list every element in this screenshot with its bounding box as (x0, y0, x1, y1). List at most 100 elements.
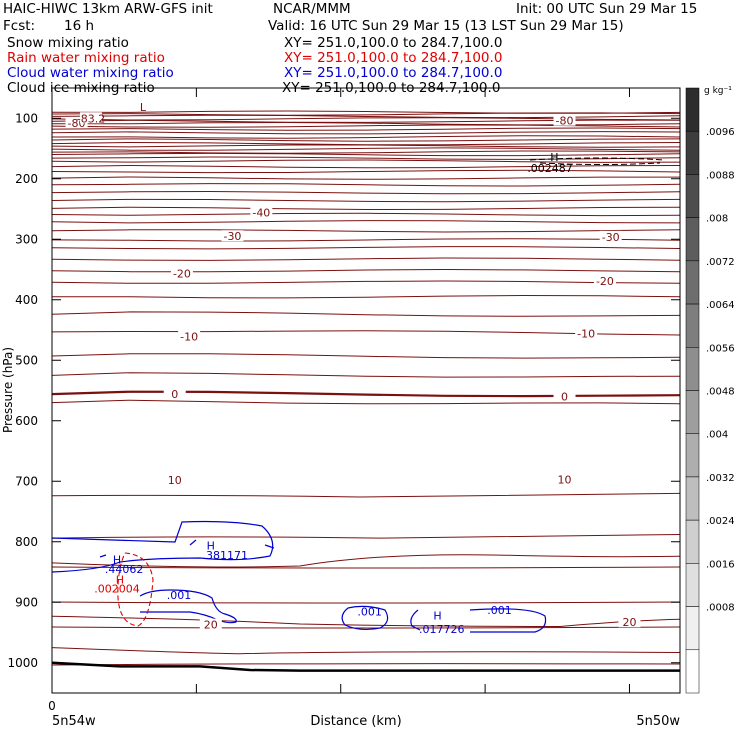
colorbar: .0096 .0088 .008 .0072 .0064 .0056 .0048 .004 .0… (685, 87, 735, 694)
isotherm (51, 212, 681, 217)
isotherm (51, 229, 681, 233)
isotherm (51, 311, 681, 317)
isotherm (51, 156, 681, 160)
contour-label-bg (178, 330, 201, 342)
isotherm (51, 131, 681, 135)
isotherm (51, 127, 681, 131)
colorbar-label: .0016 (706, 559, 735, 570)
contour-label-bg (163, 474, 186, 486)
temperature-contour-label: -30 (223, 230, 241, 243)
isotherm (51, 280, 681, 284)
valid-time: Valid: 16 UTC Sun 29 Mar 15 (13 LST Sun … (268, 18, 624, 34)
field-name-rain: Rain water mixing ratio (7, 50, 165, 66)
extremum-label: .001 (487, 604, 512, 617)
y-tick-label: 1000 (7, 656, 38, 670)
y-tick-label: 400 (15, 293, 38, 307)
colorbar-swatch (685, 649, 700, 694)
ground-line (51, 661, 680, 672)
isotherm (51, 257, 681, 261)
colorbar-swatch (685, 606, 700, 651)
colorbar-label: .0032 (706, 473, 735, 484)
contour-label-bg (199, 618, 222, 630)
cloud-water-contour (51, 520, 274, 573)
cloud-water-contour (189, 539, 197, 546)
colorbar-label: .0072 (706, 257, 735, 268)
isotherm (51, 164, 681, 169)
temperature-contour-label: -10 (577, 328, 595, 341)
isotherm (51, 121, 681, 126)
extrema-labels: LH.002487H.381171H.44062H.002004.001.001… (94, 101, 573, 636)
isotherm (51, 144, 681, 148)
extremum-label: .44062 (105, 563, 144, 576)
colorbar-label: .0064 (706, 300, 735, 311)
colorbar-swatch (685, 87, 700, 132)
isotherm (51, 206, 681, 211)
cloud-water-contour (410, 609, 421, 631)
colorbar-swatch (685, 433, 700, 478)
y-tick-label: 600 (15, 414, 38, 428)
colorbar-swatch (685, 303, 700, 348)
temperature-contour-label: 10 (558, 473, 572, 486)
extremum-label: .017726 (419, 623, 465, 636)
isotherm (51, 492, 681, 498)
y-tick-label: 800 (15, 535, 38, 549)
colorbar-swatch (685, 130, 700, 175)
colorbar-label: .0048 (706, 387, 735, 398)
isotherm (51, 647, 681, 655)
isotherm (51, 220, 681, 224)
cloud-water-contour (264, 544, 275, 549)
contour-label-bg (575, 327, 598, 339)
contour-label-bg (593, 274, 616, 286)
x-axis-label: Distance (km) (310, 714, 401, 729)
colorbar-label: .0088 (706, 170, 735, 181)
cloud-water-contour (469, 608, 547, 633)
y-axis-label: Pressure (hPa) (1, 347, 15, 433)
contour-label-bg (553, 473, 576, 485)
temperature-contour-label: -83.2 (77, 112, 105, 125)
colorbar-swatch (685, 476, 700, 521)
temperature-contour-label: -30 (602, 231, 620, 244)
x-tick-first-label: 0 (48, 699, 56, 713)
contour-label-bg (618, 616, 641, 628)
isotherm (51, 190, 681, 195)
rain-water-contour (117, 552, 154, 627)
colorbar-swatch (685, 174, 700, 218)
isotherm (51, 268, 681, 273)
temperature-contour-label: -20 (173, 268, 191, 281)
y-tick-label: 200 (15, 172, 38, 186)
fcst-label: Fcst: (3, 18, 36, 34)
y-tick-label: 700 (15, 474, 38, 488)
isotherm (51, 147, 681, 151)
fcst-value: 16 h (64, 18, 95, 34)
cloud-water-contour (99, 554, 107, 558)
plot-frame (51, 87, 681, 694)
cloud-water-contours (51, 520, 547, 633)
temperature-contour-label: 20 (204, 619, 218, 632)
colorbar-swatch (685, 347, 700, 391)
isotherm (51, 124, 681, 128)
init-time: Init: 00 UTC Sun 29 Mar 15 (516, 1, 698, 17)
y-tick-label: 900 (15, 595, 38, 609)
temperature-contour-label: 0 (561, 391, 568, 404)
contour-label-bg (599, 230, 622, 242)
isotherm (51, 112, 681, 116)
extremum-label: .001 (167, 589, 192, 602)
colorbar-label: .0056 (706, 343, 735, 354)
extremum-label: H (207, 539, 215, 552)
extremum-label: .002487 (527, 162, 573, 175)
isotherm (51, 159, 681, 163)
y-tick-label: 500 (15, 353, 38, 367)
isotherm (51, 615, 681, 628)
field-xy-cloud-water: XY= 251.0,100.0 to 284.7,100.0 (284, 65, 503, 81)
contour-label-bg (553, 390, 576, 402)
temperature-contours (51, 110, 681, 666)
isotherm (51, 135, 681, 139)
colorbar-swatch (685, 390, 700, 434)
temperature-contour-label: -80 (556, 115, 574, 128)
colorbar-swatch (685, 260, 700, 305)
contour-label-bg (553, 114, 576, 126)
extremum-label: .001 (357, 605, 382, 618)
temperature-contour-label: 20 (622, 616, 636, 629)
